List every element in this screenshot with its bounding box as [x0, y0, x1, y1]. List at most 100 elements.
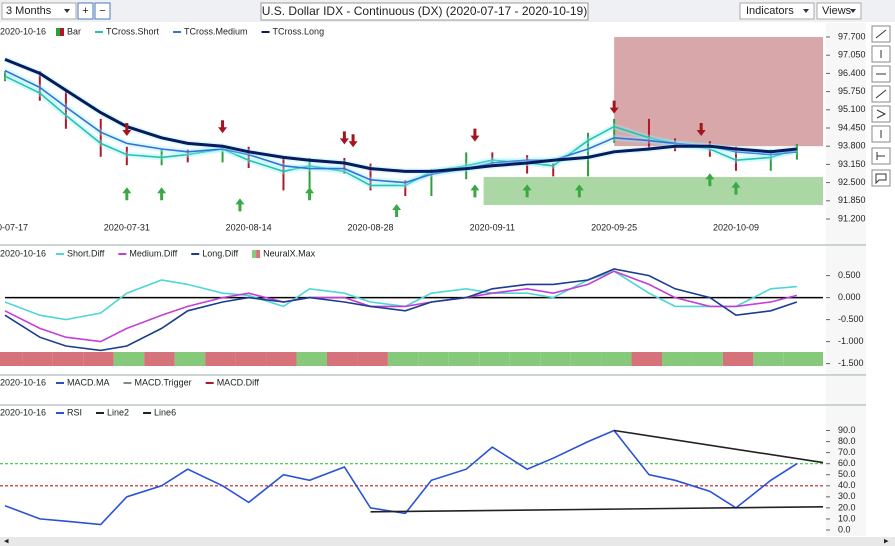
regime-block [418, 352, 449, 366]
scrollbar[interactable] [0, 537, 895, 546]
y-tick-label: 40.0 [838, 480, 856, 490]
regime-block [509, 352, 541, 366]
y-tick-label: 50.0 [838, 469, 856, 479]
legend-date: 2020-10-16 [0, 407, 46, 417]
dropdown-arrow [64, 9, 70, 13]
signal-arrow [609, 100, 619, 114]
series-line [4, 270, 798, 343]
regime-block [357, 352, 388, 366]
legend-label: TCross.Long [273, 26, 325, 36]
zoom-out-button[interactable] [94, 2, 111, 20]
legend-label: NeuralX.Max [263, 248, 316, 258]
axis-strip [826, 23, 866, 245]
regime-block [235, 352, 267, 366]
legend-swatch [256, 250, 261, 258]
regime-block [722, 352, 754, 366]
legend-swatch [60, 28, 64, 36]
signal-arrow [392, 204, 402, 217]
y-tick-label: 70.0 [838, 447, 856, 457]
y-tick-label: 0.500 [838, 270, 861, 280]
series-line [370, 506, 824, 513]
regime-block [540, 352, 571, 366]
axis-strip [826, 406, 866, 536]
y-tick-label: 91.200 [838, 213, 866, 223]
legend-label: Bar [67, 26, 81, 36]
indicators-label: Indicators [746, 5, 794, 17]
y-tick-label: 30.0 [838, 491, 856, 501]
indicators-button[interactable] [739, 2, 815, 20]
series-line [4, 58, 798, 173]
range-label: 3 Months [6, 5, 52, 17]
chart-title: U.S. Dollar IDX - Continuous (DX) (2020-… [262, 4, 587, 18]
regime-block [662, 352, 693, 366]
legend-label: Long.Diff [202, 248, 238, 258]
y-tick-label: 95.750 [838, 86, 866, 96]
tool-button[interactable] [871, 169, 891, 187]
views-label: Views [822, 5, 852, 17]
side-tools [871, 25, 891, 187]
legend-label: MACD.Trigger [135, 377, 192, 387]
signal-arrow [574, 184, 584, 198]
series-line [4, 270, 797, 321]
legend-date: 2020-10-16 [0, 377, 46, 387]
x-tick-label: 2020-07-17 [0, 222, 28, 232]
axis-strip [826, 376, 866, 405]
series-line [4, 268, 798, 352]
regime-block [83, 352, 114, 366]
legend-label: TCross.Medium [184, 26, 248, 36]
axis-strip [826, 246, 866, 375]
x-tick-label: 2020-09-11 [470, 222, 515, 232]
y-tick-label: 96.400 [838, 68, 866, 78]
signal-arrow [339, 131, 349, 145]
title-box [260, 2, 589, 21]
legend-label: Line2 [107, 407, 129, 417]
legend-label: RSI [67, 407, 82, 417]
regime-block [326, 352, 358, 366]
tool-icon [875, 29, 887, 185]
x-tick-label: 2020-07-31 [104, 222, 150, 232]
signal-arrow [470, 184, 480, 198]
zone [614, 37, 823, 147]
y-tick-label: 20.0 [838, 502, 856, 512]
signal-arrow [218, 120, 228, 134]
regime-block [113, 352, 145, 366]
y-tick-label: 60.0 [838, 458, 856, 468]
y-tick-label: 0.0 [838, 524, 851, 534]
regime-block [601, 352, 632, 366]
zoom-out-label: − [99, 5, 105, 17]
x-tick-label: 2020-09-25 [591, 222, 637, 232]
regime-block [387, 352, 419, 366]
legend-label: Short.Diff [67, 248, 105, 258]
range-select[interactable] [1, 2, 77, 20]
legend-swatch [56, 28, 60, 36]
signal-arrow [522, 184, 532, 198]
y-tick-label: 93.150 [838, 159, 866, 169]
signal-arrow [696, 123, 706, 136]
regime-block [205, 352, 236, 366]
scroll-right: ▸ [884, 535, 889, 545]
views-button[interactable] [816, 2, 862, 20]
legend-date: 2020-10-16 [0, 26, 46, 36]
y-tick-label: 95.100 [838, 104, 866, 114]
legend-label: MACD.MA [67, 377, 110, 387]
signal-arrow [470, 128, 480, 142]
series-line [4, 429, 798, 526]
regime-block [692, 352, 723, 366]
signal-arrow [731, 181, 741, 195]
signal-arrow [122, 187, 132, 201]
regime-block [22, 352, 53, 366]
regime-block [266, 352, 297, 366]
regime-block [783, 352, 823, 366]
regime-block [0, 352, 23, 366]
dropdown-arrow [850, 9, 856, 13]
y-tick-label: -0.500 [838, 314, 864, 324]
y-tick-label: 10.0 [838, 513, 856, 523]
y-tick-label: 90.0 [838, 425, 856, 435]
signal-arrow [305, 187, 315, 201]
x-tick-label: 2020-10-09 [713, 222, 759, 232]
zoom-in-button[interactable] [77, 2, 94, 20]
y-tick-label: 80.0 [838, 436, 856, 446]
regime-block [144, 352, 175, 366]
tool-button[interactable] [871, 105, 891, 123]
